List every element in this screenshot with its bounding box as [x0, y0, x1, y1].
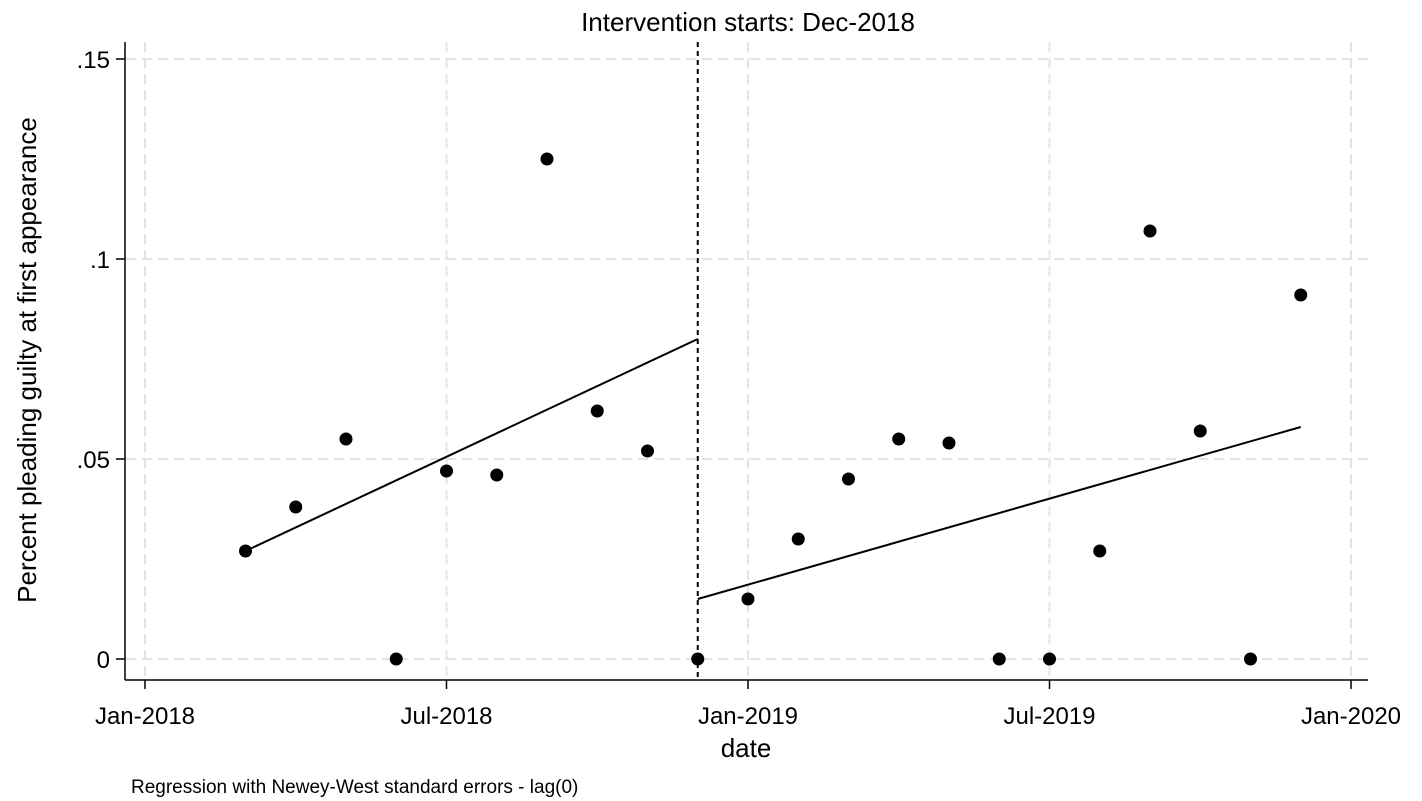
data-point	[1294, 288, 1308, 302]
data-point	[1244, 652, 1257, 666]
data-point	[490, 468, 504, 482]
y-tick-label: 0	[97, 647, 110, 674]
data-point	[741, 592, 755, 606]
y-tick-label: .15	[77, 47, 110, 74]
data-point	[842, 472, 855, 486]
chart-title: Intervention starts: Dec-2018	[581, 7, 915, 37]
data-point	[339, 432, 353, 446]
grid-lines	[126, 42, 1368, 679]
y-axis-title: Percent pleading guilty at first appeara…	[12, 117, 42, 603]
data-point	[691, 652, 705, 666]
fit-line	[697, 426, 1302, 600]
data-point	[389, 652, 403, 666]
y-ticks: 0 .05 .1 .15	[77, 47, 125, 674]
x-tick-label: Jul-2018	[400, 703, 492, 730]
x-tick-label: Jan-2020	[1301, 703, 1401, 730]
x-tick-label: Jan-2018	[95, 703, 195, 730]
x-ticks: Jan-2018 Jul-2018 Jan-2019 Jul-2019 Jan-2020	[95, 680, 1401, 730]
data-point	[1093, 544, 1107, 558]
fit-line	[245, 338, 699, 552]
data-point	[1043, 652, 1056, 666]
axes	[124, 42, 1368, 681]
data-point	[1143, 224, 1157, 238]
data-point	[590, 404, 604, 418]
footnote: Regression with Newey-West standard erro…	[131, 777, 578, 798]
x-tick-label: Jul-2019	[1003, 703, 1095, 730]
data-point	[440, 464, 453, 478]
x-tick-label: Jan-2019	[698, 703, 798, 730]
data-point	[892, 432, 906, 446]
fit-lines	[245, 338, 1302, 600]
data-point	[791, 532, 805, 546]
data-point	[942, 436, 956, 450]
data-point	[992, 652, 1006, 666]
data-points	[239, 152, 1308, 666]
y-tick-label: .05	[77, 447, 110, 474]
data-point	[289, 500, 303, 514]
data-point	[641, 444, 654, 458]
data-point	[1193, 424, 1207, 438]
data-point	[540, 152, 554, 166]
x-axis-title: date	[721, 733, 772, 763]
data-point	[239, 544, 252, 558]
y-tick-label: .1	[90, 247, 110, 274]
